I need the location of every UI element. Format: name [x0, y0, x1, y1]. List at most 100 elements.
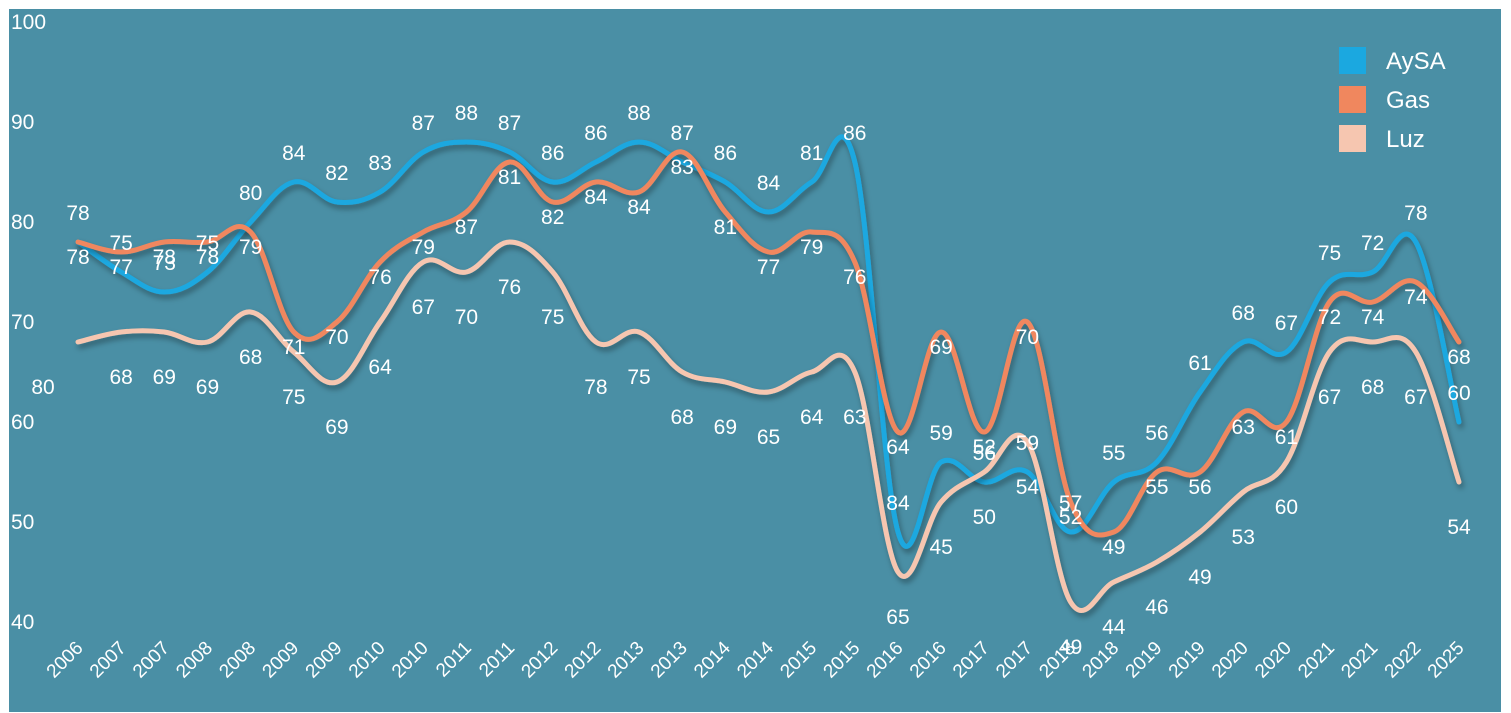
- data-label-gas: 72: [1318, 306, 1341, 329]
- data-label-aysa: 87: [671, 122, 694, 145]
- data-label-gas: 64: [886, 436, 910, 459]
- x-tick-label: 2012: [561, 638, 606, 683]
- x-tick-label: 2009: [259, 638, 304, 683]
- data-label-gas: 61: [1275, 426, 1298, 449]
- data-label-gas: 52: [1059, 506, 1082, 529]
- data-label-gas: 70: [325, 326, 348, 349]
- data-label-aysa: 84: [282, 142, 306, 165]
- data-label-gas: 55: [1145, 476, 1168, 499]
- data-label-aysa: 55: [1102, 442, 1125, 465]
- y-tick-label: 60: [11, 411, 34, 434]
- data-label-gas: 74: [1361, 306, 1385, 329]
- x-tick-label: 2012: [518, 638, 563, 683]
- data-label-luz: 64: [800, 406, 824, 429]
- data-label-aysa: 81: [800, 142, 823, 165]
- legend-swatch-luz: [1339, 125, 1366, 152]
- series-lines: [75, 134, 1462, 613]
- chart-area: 40 50 60 70 80 90 100 2006 2007 2007 2008 2008 2009…: [9, 9, 1501, 712]
- series-line-gas: [75, 149, 1462, 538]
- x-tick-label: 2009: [302, 638, 347, 683]
- x-tick-label: 2007: [129, 638, 174, 683]
- data-label-gas: 76: [368, 266, 391, 289]
- data-label-aysa: 72: [1361, 232, 1384, 255]
- y-tick-label: 90: [11, 111, 34, 134]
- data-label-luz: 69: [196, 376, 219, 399]
- data-label-luz: 69: [153, 366, 176, 389]
- data-label-aysa: 73: [153, 252, 176, 275]
- legend-label-aysa: AySA: [1386, 48, 1446, 75]
- x-tick-label: 2008: [172, 638, 217, 683]
- x-tick-label: 2010: [388, 638, 433, 683]
- x-tick-label: 2015: [776, 638, 821, 683]
- data-label-luz: 49: [1059, 636, 1082, 659]
- x-tick-label: 2017: [949, 638, 994, 683]
- data-label-gas: 84: [584, 186, 608, 209]
- data-label-gas: 79: [412, 236, 435, 259]
- data-label-aysa: 86: [843, 122, 866, 145]
- x-tick-label: 2015: [820, 638, 865, 683]
- data-label-luz: 76: [498, 276, 521, 299]
- data-label-gas: 74: [1404, 286, 1428, 309]
- legend-label-luz: Luz: [1386, 126, 1425, 153]
- data-label-luz: 70: [455, 306, 478, 329]
- y-tick-label: 70: [11, 311, 34, 334]
- data-label-aysa: 67: [1275, 312, 1298, 335]
- data-label-gas: 77: [757, 256, 780, 279]
- y-tick-label: 100: [11, 11, 46, 34]
- data-label-gas: 49: [1102, 536, 1125, 559]
- data-label-aysa: 56: [1145, 422, 1168, 445]
- data-label-aysa: 86: [584, 122, 607, 145]
- data-label-aysa: 88: [627, 102, 650, 125]
- data-label-gas: 69: [929, 336, 952, 359]
- data-label-gas: 78: [196, 246, 219, 269]
- data-label-aysa: 59: [929, 422, 952, 445]
- data-label-aysa: 56: [973, 442, 996, 465]
- data-label-luz: 75: [627, 366, 650, 389]
- data-label-aysa: 88: [455, 102, 478, 125]
- data-label-gas: 87: [455, 216, 478, 239]
- data-label-gas: 79: [239, 236, 262, 259]
- legend-label-gas: Gas: [1386, 87, 1430, 114]
- data-label-luz: 68: [239, 346, 262, 369]
- legend-swatch-aysa: [1339, 47, 1366, 74]
- y-axis: 40 50 60 70 80 90 100: [11, 11, 46, 634]
- data-label-aysa: 87: [412, 112, 435, 135]
- x-tick-label: 2011: [475, 638, 519, 682]
- x-tick-label: 2022: [1381, 638, 1426, 683]
- x-tick-label: 2013: [604, 638, 649, 683]
- data-label-gas: 56: [1188, 476, 1211, 499]
- x-tick-label: 2019: [1122, 638, 1167, 683]
- data-label-aysa: 83: [368, 152, 391, 175]
- data-label-luz: 69: [325, 416, 348, 439]
- data-label-aysa: 61: [1188, 352, 1211, 375]
- data-label-luz: 65: [757, 426, 780, 449]
- data-label-aysa: 86: [714, 142, 737, 165]
- x-tick-label: 2008: [215, 638, 260, 683]
- data-label-gas: 78: [153, 246, 176, 269]
- data-label-aysa: 78: [1404, 202, 1427, 225]
- data-label-luz: 64: [368, 356, 392, 379]
- x-tick-label: 2014: [733, 637, 778, 682]
- data-label-gas: 68: [1447, 346, 1470, 369]
- y-tick-label: 50: [11, 511, 34, 534]
- data-label-aysa: 57: [1059, 492, 1082, 515]
- x-tick-label: 2011: [432, 638, 476, 682]
- data-label-gas: 70: [1016, 326, 1039, 349]
- x-tick-label: 2007: [86, 638, 131, 683]
- data-label-gas: 79: [800, 236, 823, 259]
- data-label-aysa: 68: [1232, 302, 1255, 325]
- x-tick-label: 2018: [1079, 638, 1124, 683]
- x-tick-label: 2019: [1165, 638, 1210, 683]
- data-label-luz: 49: [1188, 566, 1211, 589]
- data-label-luz: 60: [1275, 496, 1298, 519]
- data-label-aysa: 87: [498, 112, 521, 135]
- data-label-luz: 75: [282, 386, 305, 409]
- data-label-luz: 67: [1404, 386, 1427, 409]
- data-label-gas: 81: [498, 166, 521, 189]
- data-label-luz: 44: [1102, 616, 1126, 639]
- x-tick-label: 2017: [992, 638, 1037, 683]
- data-label-aysa: 75: [1318, 242, 1341, 265]
